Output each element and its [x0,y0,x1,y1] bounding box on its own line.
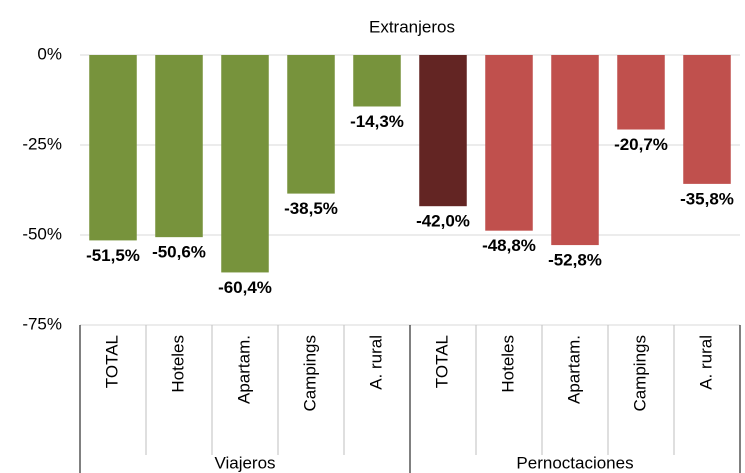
x-tick-label: TOTAL [432,335,451,388]
bar [89,55,137,241]
value-label: -48,8% [482,236,536,255]
x-tick-label: Apartam. [564,335,583,404]
bar [353,55,401,107]
value-label: -60,4% [218,278,272,297]
x-tick-label: Hoteles [168,335,187,393]
y-tick-label: 0% [37,44,62,63]
x-tick-label: TOTAL [102,335,121,388]
x-tick-label: A. rural [366,335,385,390]
bar [485,55,533,231]
x-tick-label: Campings [630,335,649,412]
value-label: -35,8% [680,189,734,208]
x-tick-label: Apartam. [234,335,253,404]
value-label: -42,0% [416,212,470,231]
bar [551,55,599,246]
group-label: Pernoctaciones [516,453,633,472]
chart-title: Extranjeros [369,17,455,36]
y-tick-label: -25% [22,134,62,153]
bar [419,55,467,207]
bar [221,55,269,273]
x-tick-label: A. rural [696,335,715,390]
x-tick-label: Campings [300,335,319,412]
group-label: Viajeros [214,453,275,472]
y-tick-label: -50% [22,224,62,243]
bar [617,55,665,130]
value-label: -14,3% [350,112,404,131]
bar [155,55,203,238]
value-label: -51,5% [86,246,140,265]
x-tick-label: Hoteles [498,335,517,393]
bar [683,55,731,184]
value-label: -50,6% [152,243,206,262]
value-label: -38,5% [284,199,338,218]
value-label: -52,8% [548,251,602,270]
y-tick-label: -75% [22,314,62,333]
bar [287,55,335,194]
value-label: -20,7% [614,135,668,154]
